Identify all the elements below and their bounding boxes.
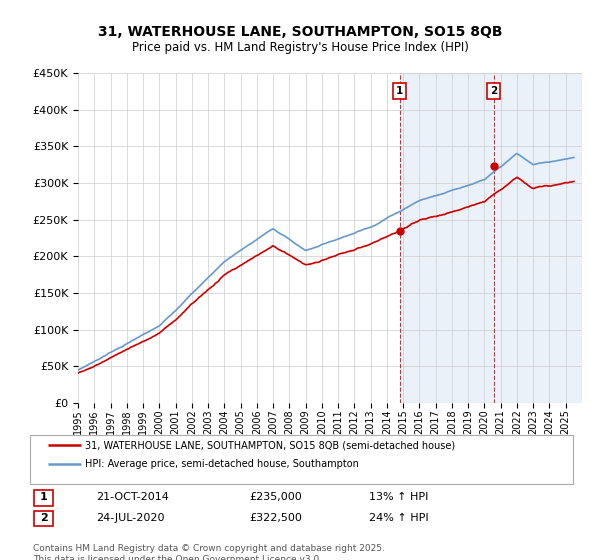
Text: Price paid vs. HM Land Registry's House Price Index (HPI): Price paid vs. HM Land Registry's House … (131, 41, 469, 54)
Text: 1: 1 (396, 86, 404, 96)
Text: 31, WATERHOUSE LANE, SOUTHAMPTON, SO15 8QB: 31, WATERHOUSE LANE, SOUTHAMPTON, SO15 8… (98, 25, 502, 39)
Text: 31, WATERHOUSE LANE, SOUTHAMPTON, SO15 8QB (semi-detached house): 31, WATERHOUSE LANE, SOUTHAMPTON, SO15 8… (85, 440, 455, 450)
Text: 21-OCT-2014: 21-OCT-2014 (96, 492, 169, 502)
Text: 2: 2 (490, 86, 497, 96)
Bar (400, 73, 582, 403)
Text: HPI: Average price, semi-detached house, Southampton: HPI: Average price, semi-detached house,… (85, 459, 359, 469)
Text: 13% ↑ HPI: 13% ↑ HPI (369, 492, 428, 502)
Text: 24-JUL-2020: 24-JUL-2020 (96, 513, 164, 523)
Text: 1: 1 (40, 492, 47, 502)
Text: 24% ↑ HPI: 24% ↑ HPI (369, 513, 428, 523)
Text: £235,000: £235,000 (249, 492, 302, 502)
Text: £322,500: £322,500 (249, 513, 302, 523)
Text: 2: 2 (40, 513, 47, 523)
Text: Contains HM Land Registry data © Crown copyright and database right 2025.
This d: Contains HM Land Registry data © Crown c… (33, 544, 385, 560)
